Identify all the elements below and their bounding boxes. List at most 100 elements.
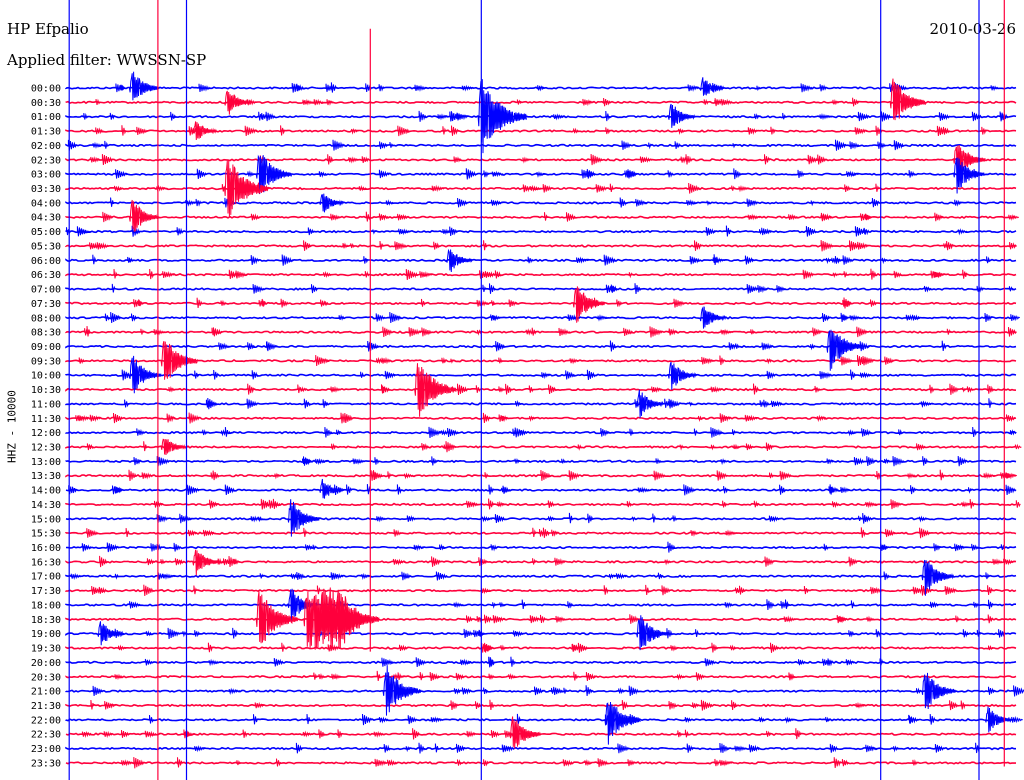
noise-burst bbox=[875, 183, 880, 192]
noise-burst bbox=[971, 111, 983, 122]
seismic-event bbox=[192, 121, 218, 141]
noise-burst bbox=[431, 556, 442, 567]
noise-burst bbox=[365, 211, 371, 222]
noise-burst bbox=[382, 326, 394, 338]
seismic-event bbox=[984, 706, 1012, 733]
noise-burst bbox=[431, 456, 438, 466]
row-label: 02:30 bbox=[31, 155, 61, 166]
noise-burst bbox=[563, 687, 568, 694]
noise-burst bbox=[860, 527, 866, 538]
noise-burst bbox=[210, 472, 220, 479]
noise-burst bbox=[299, 386, 308, 393]
noise-burst bbox=[731, 700, 738, 710]
trace-line bbox=[65, 502, 1017, 507]
noise-burst bbox=[885, 528, 896, 538]
noise-burst bbox=[173, 542, 182, 552]
noise-burst bbox=[508, 672, 517, 680]
noise-burst bbox=[723, 486, 729, 494]
noise-burst bbox=[653, 470, 666, 481]
noise-burst bbox=[494, 270, 502, 279]
noise-burst bbox=[860, 213, 872, 221]
noise-burst bbox=[76, 226, 87, 237]
noise-burst bbox=[679, 444, 685, 451]
noise-burst bbox=[985, 572, 990, 580]
noise-burst bbox=[362, 713, 372, 726]
trace-line bbox=[65, 746, 1016, 751]
noise-burst bbox=[124, 399, 130, 408]
row-label: 00:00 bbox=[31, 84, 61, 95]
noise-burst bbox=[491, 199, 503, 207]
noise-burst bbox=[555, 615, 567, 623]
noise-burst bbox=[954, 199, 963, 207]
noise-burst bbox=[86, 443, 94, 451]
noise-burst bbox=[745, 443, 754, 451]
noise-burst bbox=[194, 745, 206, 753]
noise-burst bbox=[905, 313, 917, 321]
noise-burst bbox=[421, 298, 426, 307]
noise-burst bbox=[92, 685, 104, 696]
noise-burst bbox=[244, 125, 258, 136]
noise-burst bbox=[933, 271, 946, 279]
noise-burst bbox=[168, 385, 177, 393]
noise-burst bbox=[857, 111, 871, 122]
noise-burst bbox=[627, 759, 636, 767]
trace-line bbox=[65, 660, 1017, 665]
noise-burst bbox=[706, 200, 711, 206]
noise-burst bbox=[466, 500, 480, 508]
noise-burst bbox=[695, 629, 700, 637]
noise-burst bbox=[957, 228, 968, 236]
noise-burst bbox=[843, 297, 852, 309]
noise-burst bbox=[668, 329, 677, 336]
noise-burst bbox=[687, 84, 699, 92]
noise-burst bbox=[854, 226, 867, 237]
noise-burst bbox=[853, 457, 865, 466]
seismic-event bbox=[224, 160, 269, 217]
noise-burst bbox=[954, 543, 966, 552]
noise-burst bbox=[571, 643, 579, 652]
noise-burst bbox=[435, 571, 448, 581]
noise-burst bbox=[318, 729, 326, 739]
noise-burst bbox=[763, 399, 770, 408]
noise-burst bbox=[719, 742, 724, 753]
noise-burst bbox=[672, 514, 678, 522]
noise-burst bbox=[306, 714, 311, 725]
noise-burst bbox=[324, 427, 333, 438]
noise-burst bbox=[744, 414, 758, 422]
noise-burst bbox=[211, 327, 216, 336]
row-label: 16:30 bbox=[31, 557, 61, 568]
noise-burst bbox=[484, 614, 493, 624]
noise-burst bbox=[769, 472, 774, 479]
noise-burst bbox=[845, 658, 855, 666]
noise-burst bbox=[419, 271, 433, 278]
noise-burst bbox=[826, 458, 834, 465]
noise-burst bbox=[381, 657, 395, 667]
noise-burst bbox=[870, 268, 877, 280]
noise-burst bbox=[104, 313, 110, 322]
noise-burst bbox=[492, 602, 497, 609]
noise-burst bbox=[628, 272, 633, 279]
noise-burst bbox=[433, 241, 441, 250]
noise-burst bbox=[232, 627, 239, 639]
noise-burst bbox=[992, 558, 1004, 565]
noise-burst bbox=[907, 472, 917, 480]
noise-burst bbox=[929, 713, 936, 725]
noise-burst bbox=[303, 527, 308, 537]
noise-burst bbox=[186, 484, 200, 496]
noise-burst bbox=[765, 442, 774, 451]
noise-burst bbox=[439, 543, 446, 551]
noise-burst bbox=[217, 557, 224, 565]
noise-burst bbox=[573, 127, 579, 134]
noise-burst bbox=[846, 170, 859, 178]
noise-burst bbox=[488, 484, 495, 495]
noise-burst bbox=[832, 272, 839, 278]
noise-burst bbox=[450, 358, 455, 364]
seismic-event bbox=[382, 665, 422, 716]
noise-burst bbox=[133, 757, 146, 769]
noise-burst bbox=[434, 743, 439, 753]
filter-label: Applied filter: WWSSN-SP bbox=[7, 51, 207, 69]
noise-burst bbox=[351, 128, 359, 135]
noise-burst bbox=[562, 759, 574, 767]
noise-burst bbox=[862, 513, 870, 524]
noise-burst bbox=[855, 701, 868, 709]
noise-burst bbox=[766, 358, 773, 365]
